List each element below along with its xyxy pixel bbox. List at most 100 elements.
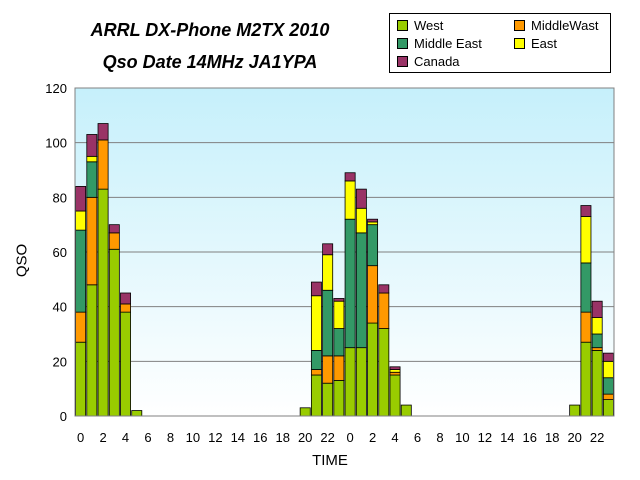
bar-segment bbox=[86, 134, 98, 157]
y-tick-label: 60 bbox=[53, 245, 67, 260]
bar-segment bbox=[580, 311, 592, 343]
bar-segment bbox=[97, 123, 109, 141]
x-tick-label: 2 bbox=[99, 430, 106, 445]
y-tick-label: 80 bbox=[53, 190, 67, 205]
x-axis-label: TIME bbox=[312, 452, 348, 469]
bar-segment bbox=[322, 382, 334, 417]
x-tick-label: 8 bbox=[436, 430, 443, 445]
bar-segment bbox=[322, 289, 334, 357]
x-tick-label: 12 bbox=[478, 430, 492, 445]
x-tick-label: 0 bbox=[77, 430, 84, 445]
legend-label-middlewast: MiddleWast bbox=[531, 18, 599, 33]
bar-segment bbox=[86, 196, 98, 286]
y-tick-label: 100 bbox=[45, 136, 67, 151]
bar-segment bbox=[333, 328, 345, 357]
bar-segment bbox=[310, 281, 322, 297]
bar-segment bbox=[580, 216, 592, 264]
bar-segment bbox=[602, 399, 614, 417]
bar-segment bbox=[310, 369, 322, 376]
x-tick-label: 16 bbox=[253, 430, 267, 445]
legend-item-west: West bbox=[397, 18, 443, 33]
y-tick-label: 20 bbox=[53, 354, 67, 369]
bar-segment bbox=[131, 410, 143, 417]
x-tick-label: 8 bbox=[167, 430, 174, 445]
bar-segment bbox=[389, 366, 401, 370]
bar-segment bbox=[378, 328, 390, 417]
bar-segment bbox=[355, 188, 367, 209]
bar-segment bbox=[389, 374, 401, 417]
bar-segment bbox=[108, 224, 120, 234]
bar-segment bbox=[86, 161, 98, 198]
legend-label-middle-east: Middle East bbox=[414, 36, 482, 51]
bar-segment bbox=[310, 349, 322, 370]
bar-segment bbox=[322, 243, 334, 256]
bar-segment bbox=[299, 407, 311, 417]
x-tick-label: 14 bbox=[231, 430, 245, 445]
bar-segment bbox=[322, 355, 334, 384]
bar-segment bbox=[75, 311, 87, 343]
bar-segment bbox=[367, 218, 379, 223]
bar-segment bbox=[322, 254, 334, 291]
legend-swatch-east bbox=[514, 38, 525, 50]
y-tick-labels: 0 20 40 60 80 100 120 bbox=[45, 81, 67, 424]
x-tick-label: 16 bbox=[523, 430, 537, 445]
x-tick-label: 4 bbox=[122, 430, 129, 445]
bar-segment bbox=[344, 172, 356, 182]
legend-item-middle-east: Middle East bbox=[397, 36, 482, 51]
bar-segment bbox=[367, 265, 379, 324]
chart-subtitle: Qso Date 14MHz JA1YPA bbox=[102, 52, 318, 72]
x-tick-label: 14 bbox=[500, 430, 514, 445]
y-tick-label: 40 bbox=[53, 300, 67, 315]
x-tick-labels: 0 2 4 6 8 10 12 14 16 18 20 22 0 2 4 6 8 10 12 14 16 18 20 22 bbox=[77, 430, 604, 445]
legend-swatch-middle-east bbox=[397, 38, 408, 50]
x-tick-label: 18 bbox=[276, 430, 290, 445]
x-tick-label: 10 bbox=[455, 430, 469, 445]
bar-segment bbox=[591, 347, 603, 351]
bar-segment bbox=[97, 139, 109, 190]
bar-segment bbox=[333, 380, 345, 417]
bar-segment bbox=[333, 298, 345, 302]
bar-segment bbox=[580, 205, 592, 217]
bar-segment bbox=[591, 333, 603, 349]
plot-border bbox=[74, 87, 615, 417]
bar-segment bbox=[86, 155, 98, 163]
bar-segment bbox=[355, 232, 367, 349]
bar-segment bbox=[591, 349, 603, 417]
bar-segment bbox=[591, 300, 603, 319]
x-tick-label: 10 bbox=[186, 430, 200, 445]
bar-segment bbox=[120, 292, 131, 305]
x-tick-label: 0 bbox=[346, 430, 353, 445]
legend-swatch-canada bbox=[397, 56, 408, 68]
bar-segment bbox=[75, 229, 87, 313]
bar-segment bbox=[367, 322, 379, 417]
bar-segment bbox=[333, 355, 345, 381]
x-tick-label: 20 bbox=[567, 430, 581, 445]
x-tick-label: 6 bbox=[414, 430, 421, 445]
bar-segment bbox=[344, 180, 356, 220]
bar-segment bbox=[120, 303, 131, 313]
legend: West MiddleWast Middle East East Canada bbox=[389, 13, 611, 73]
bar-segment bbox=[120, 311, 131, 417]
x-tick-label: 12 bbox=[208, 430, 222, 445]
bar-segment bbox=[580, 341, 592, 417]
x-tick-label: 18 bbox=[545, 430, 559, 445]
x-tick-label: 4 bbox=[391, 430, 398, 445]
legend-swatch-west bbox=[397, 20, 408, 32]
legend-label-canada: Canada bbox=[414, 54, 460, 69]
y-tick-label: 0 bbox=[60, 409, 67, 424]
bar-segment bbox=[378, 292, 390, 329]
bar-segment bbox=[389, 371, 401, 376]
bar-segment bbox=[569, 404, 581, 417]
bar-segment bbox=[378, 284, 390, 294]
bar-segment bbox=[108, 232, 120, 250]
grid-lines bbox=[75, 142, 614, 362]
x-tick-label: 22 bbox=[320, 430, 334, 445]
bar-segment bbox=[310, 374, 322, 417]
x-tick-label: 20 bbox=[298, 430, 312, 445]
bar-segment bbox=[400, 404, 412, 417]
bar-segment bbox=[86, 284, 98, 417]
legend-item-canada: Canada bbox=[397, 54, 460, 69]
bar-segment bbox=[602, 352, 614, 362]
bar-segment bbox=[344, 218, 356, 349]
